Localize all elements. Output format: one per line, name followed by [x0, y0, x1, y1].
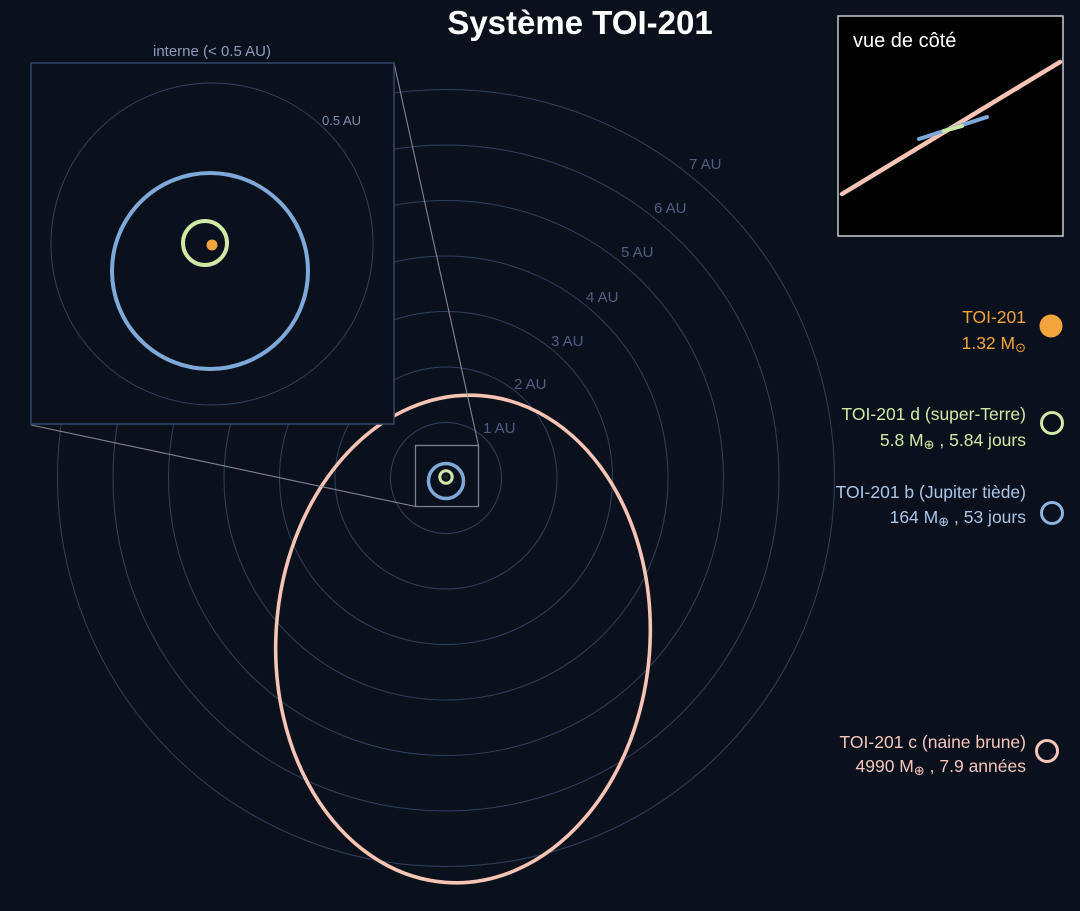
- inset-connector-line-top: [393, 62, 480, 446]
- ring-label-1au: 1 AU: [483, 420, 516, 437]
- legend-entry-planet-d: TOI-201 d (super-Terre) 5.8 M⊕ , 5.84 jo…: [842, 404, 1064, 452]
- orbit-path-toi-201-d-small: [438, 469, 454, 485]
- side-view-orbit-d-line: [942, 124, 964, 133]
- legend-star-marker: [1039, 314, 1063, 338]
- ring-4au: [223, 255, 669, 701]
- inner-inset-title: interne (< 0.5 AU): [153, 43, 271, 60]
- ring-7au: [57, 89, 835, 867]
- legend-entry-star: TOI-201 1.32 M⊙: [962, 307, 1063, 355]
- legend-planet-c-mass-pre: 4990 M: [856, 756, 914, 776]
- legend-planet-d-mass-post: , 5.84 jours: [935, 430, 1027, 450]
- inset-star-marker: [206, 239, 218, 251]
- star-marker-small: [443, 474, 449, 480]
- side-view-inset: vue de côté: [837, 15, 1064, 237]
- ring-label-4au: 4 AU: [586, 289, 619, 306]
- legend-planet-c-marker: [1035, 739, 1059, 763]
- inset-orbit-path-toi-201-b: [110, 171, 310, 371]
- legend-star-name: TOI-201: [962, 307, 1026, 327]
- legend-planet-c-mass-sub: ⊕: [914, 763, 925, 778]
- ring-label-6au: 6 AU: [654, 200, 687, 217]
- legend-planet-d-mass: 5.8 M⊕ , 5.84 jours: [880, 430, 1026, 452]
- ring-label-5au: 5 AU: [621, 244, 654, 261]
- orbit-path-toi-201-b-small: [426, 461, 466, 501]
- inset-orbit-path-toi-201-d: [181, 219, 229, 267]
- legend-star-mass: 1.32 M⊙: [962, 333, 1026, 355]
- legend-planet-d-name: TOI-201 d (super-Terre): [842, 404, 1026, 424]
- legend-planet-b-mass: 164 M⊕ , 53 jours: [890, 507, 1027, 529]
- ring-5au: [168, 200, 724, 756]
- legend-planet-b-mass-sub: ⊕: [938, 514, 949, 529]
- legend-entry-planet-b: TOI-201 b (Jupiter tiède) 164 M⊕ , 53 jo…: [836, 482, 1064, 529]
- zoom-indicator-square: [414, 444, 480, 508]
- legend-planet-d-mass-pre: 5.8 M: [880, 430, 924, 450]
- legend-star-mass-pre: 1.32 M: [962, 333, 1016, 353]
- ring-label-7au: 7 AU: [689, 156, 722, 173]
- central-system: [414, 444, 480, 508]
- legend-planet-c-mass: 4990 M⊕ , 7.9 années: [856, 756, 1027, 778]
- inset-half-au-label: 0.5 AU: [322, 113, 361, 128]
- legend-planet-b-mass-post: , 53 jours: [949, 507, 1026, 527]
- side-view-title: vue de côté: [853, 30, 956, 52]
- ring-1au: [390, 422, 502, 534]
- au-distance-rings: [57, 89, 835, 867]
- legend-planet-c-mass-post: , 7.9 années: [925, 756, 1026, 776]
- ring-label-2au: 2 AU: [514, 376, 547, 393]
- legend-planet-b-mass-pre: 164 M: [890, 507, 939, 527]
- orbit-path-toi-201-c: [273, 393, 653, 885]
- legend-planet-c-name: TOI-201 c (naine brune): [840, 732, 1026, 752]
- page-title: Système TOI-201: [447, 4, 712, 41]
- legend-entry-planet-c: TOI-201 c (naine brune) 4990 M⊕ , 7.9 an…: [840, 732, 1059, 778]
- legend-planet-d-mass-sub: ⊕: [924, 437, 935, 452]
- ring-label-3au: 3 AU: [551, 333, 584, 350]
- inner-inset: 0.5 AU interne (< 0.5 AU): [30, 43, 395, 425]
- legend-star-mass-sub: ⊙: [1015, 340, 1026, 355]
- inset-connector-line-bottom: [30, 424, 416, 508]
- legend-planet-d-marker: [1040, 411, 1064, 435]
- ring-2au: [334, 366, 558, 590]
- legend-planet-b-marker: [1040, 501, 1064, 525]
- ring-6au: [112, 144, 780, 812]
- legend: TOI-201 1.32 M⊙ TOI-201 d (super-Terre) …: [836, 307, 1064, 778]
- au-ring-labels: 1 AU 2 AU 3 AU 4 AU 5 AU 6 AU 7 AU: [483, 156, 722, 437]
- legend-planet-b-name: TOI-201 b (Jupiter tiède): [836, 482, 1026, 502]
- inset-ring-half-au: [50, 82, 374, 406]
